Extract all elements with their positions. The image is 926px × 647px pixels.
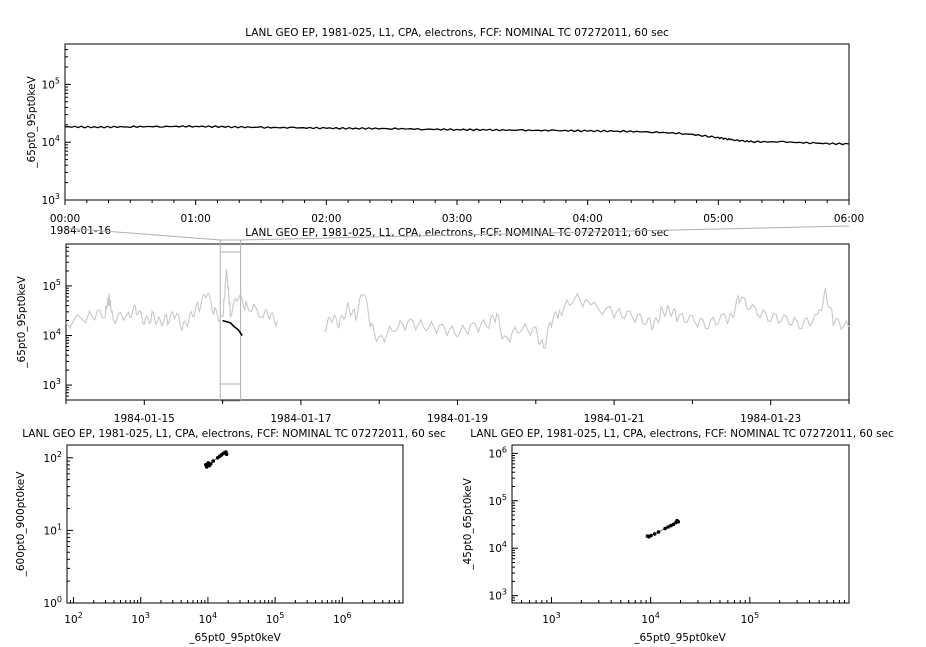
ov-x-tick-label: 1984-01-21 (584, 413, 645, 425)
top-x-tick-label: 00:00 (50, 213, 80, 225)
s2-y-tick-label: 106 (489, 445, 507, 460)
s1-x-tick-label: 106 (333, 611, 351, 626)
chart-scatter2-ylabel: _45pt0_65pt0keV (462, 477, 474, 570)
ov-x-tick-label: 1984-01-17 (270, 413, 331, 425)
ov-x-tick-label: 1984-01-23 (740, 413, 801, 425)
chart-overview-title: LANL GEO EP, 1981-025, L1, CPA, electron… (245, 227, 669, 239)
s1-y-tick-label: 100 (44, 595, 62, 610)
s2-point (656, 530, 661, 534)
top-x-tick-label: 03:00 (442, 213, 472, 225)
chart-overview-marks: 1984-01-15 1984-01-17 1984-01-19 1984-01-21… (43, 225, 850, 425)
ov-x-tick-label: 1984-01-15 (114, 413, 175, 425)
s1-point (208, 462, 213, 466)
s2-point (649, 533, 653, 538)
chart-overview: LANL GEO EP, 1981-025, L1, CPA, electron… (16, 225, 850, 425)
chart-scatter2: LANL GEO EP, 1981-025, L1, CPA, electron… (462, 428, 894, 644)
s2-y-tick-label: 104 (489, 540, 507, 555)
top-y-tick-label: 105 (42, 76, 60, 91)
s1-x-tick-label: 105 (266, 611, 284, 626)
s2-point (676, 520, 681, 524)
chart-scatter2-xlabel: _65pt0_95pt0keV (633, 632, 726, 644)
s2-point (671, 522, 676, 527)
chart-scatter1-xlabel: _65pt0_95pt0keV (188, 632, 281, 644)
chart-scatter1-ylabel: _600pt0_900pt0keV (15, 471, 27, 578)
s2-point (663, 526, 667, 531)
ov-y-tick-label: 103 (43, 377, 61, 392)
ov-zoom-connector-left (64, 227, 221, 241)
chart-top-marks: 00:00 01:00 02:00 03:00 04:00 05:00 06:00 103 10… (42, 49, 864, 225)
ov-y-tick-label: 104 (43, 327, 61, 342)
s1-point (211, 459, 215, 463)
top-x-tick-label: 05:00 (703, 213, 733, 225)
chart-scatter1-title: LANL GEO EP, 1981-025, L1, CPA, electron… (22, 428, 446, 440)
top-series-line (64, 124, 850, 146)
top-x-tick-label: 04:00 (573, 213, 603, 225)
chart-scatter2-frame (511, 444, 850, 604)
s2-x-tick-label: 104 (641, 611, 659, 626)
top-x-tick-label: 06:00 (834, 213, 864, 225)
ov-x-tick-label: 1984-01-19 (427, 413, 488, 425)
top-x-tick-label: 02:00 (311, 213, 341, 225)
ov-y-tick-label: 105 (43, 278, 61, 293)
chart-top: LANL GEO EP, 1981-025, L1, CPA, electron… (26, 27, 864, 237)
chart-top-title: LANL GEO EP, 1981-025, L1, CPA, electron… (245, 27, 669, 39)
chart-top-frame (64, 43, 850, 201)
s1-y-tick-label: 102 (44, 450, 62, 465)
ov-highlight-line (222, 319, 243, 336)
top-y-tick-label: 103 (42, 192, 60, 207)
s1-x-tick-label: 102 (64, 611, 82, 626)
s2-y-tick-label: 105 (489, 493, 507, 508)
s2-point (652, 532, 657, 536)
chart-scatter1: LANL GEO EP, 1981-025, L1, CPA, electron… (15, 428, 446, 644)
top-x-tick-label: 01:00 (181, 213, 211, 225)
s2-y-tick-label: 103 (489, 588, 507, 603)
s2-x-tick-label: 105 (741, 611, 759, 626)
s1-point (224, 452, 229, 457)
chart-scatter1-marks: 102 103 104 105 106 100 101 102 (44, 450, 400, 626)
top-y-tick-label: 104 (42, 134, 60, 149)
ov-zoom-connector-right (240, 225, 850, 241)
s2-x-tick-label: 103 (542, 611, 560, 626)
s1-y-tick-label: 101 (44, 522, 62, 537)
s2-point (666, 525, 670, 529)
chart-scatter2-title: LANL GEO EP, 1981-025, L1, CPA, electron… (470, 428, 894, 440)
chart-top-ylabel: _65pt0_95pt0keV (26, 75, 38, 168)
ov-series-line (65, 269, 278, 332)
s1-x-tick-label: 104 (199, 611, 217, 626)
s1-x-tick-label: 103 (131, 611, 149, 626)
ov-series-line (324, 288, 850, 349)
chart-scatter2-marks: 103 104 105 103 104 105 106 (489, 445, 845, 626)
chart-overview-ylabel: _65pt0_95pt0keV (16, 275, 28, 368)
chart-scatter1-frame (66, 444, 404, 604)
